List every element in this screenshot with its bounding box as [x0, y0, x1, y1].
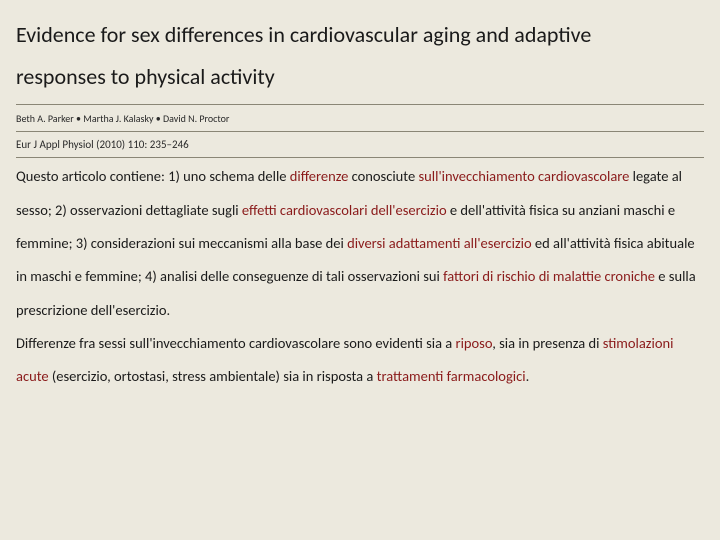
- article-title: Evidence for sex differences in cardiova…: [16, 14, 704, 105]
- body-frag: , sia in presenza di: [492, 334, 602, 352]
- slide-page: Evidence for sex differences in cardiova…: [0, 0, 720, 540]
- body-frag: (esercizio, ortostasi, stress ambientale…: [49, 367, 377, 385]
- body-highlight: sull'invecchiamento cardiovascolare: [419, 167, 630, 185]
- body-highlight: riposo: [456, 334, 493, 352]
- body-highlight: effetti cardiovascolari dell'esercizio: [242, 201, 447, 219]
- body-frag: Questo articolo contiene: 1) uno schema …: [16, 167, 290, 185]
- title-line-2: responses to physical activity: [16, 63, 275, 90]
- body-frag: .: [526, 367, 530, 385]
- body-highlight: trattamenti farmacologici: [377, 367, 526, 385]
- authors-line: Beth A. Parker • Martha J. Kalasky • Dav…: [16, 107, 704, 132]
- body-highlight: diversi adattamenti all'esercizio: [347, 234, 532, 252]
- body-text: Questo articolo contiene: 1) uno schema …: [16, 158, 704, 393]
- body-frag: conosciute: [348, 167, 418, 185]
- body-frag: Differenze fra sessi sull'invecchiamento…: [16, 334, 456, 352]
- title-line-1: Evidence for sex differences in cardiova…: [16, 21, 591, 48]
- citation-line: Eur J Appl Physiol (2010) 110: 235–246: [16, 132, 704, 159]
- body-highlight: fattori di rischio di malattie croniche: [443, 267, 658, 285]
- body-highlight: differenze: [290, 167, 349, 185]
